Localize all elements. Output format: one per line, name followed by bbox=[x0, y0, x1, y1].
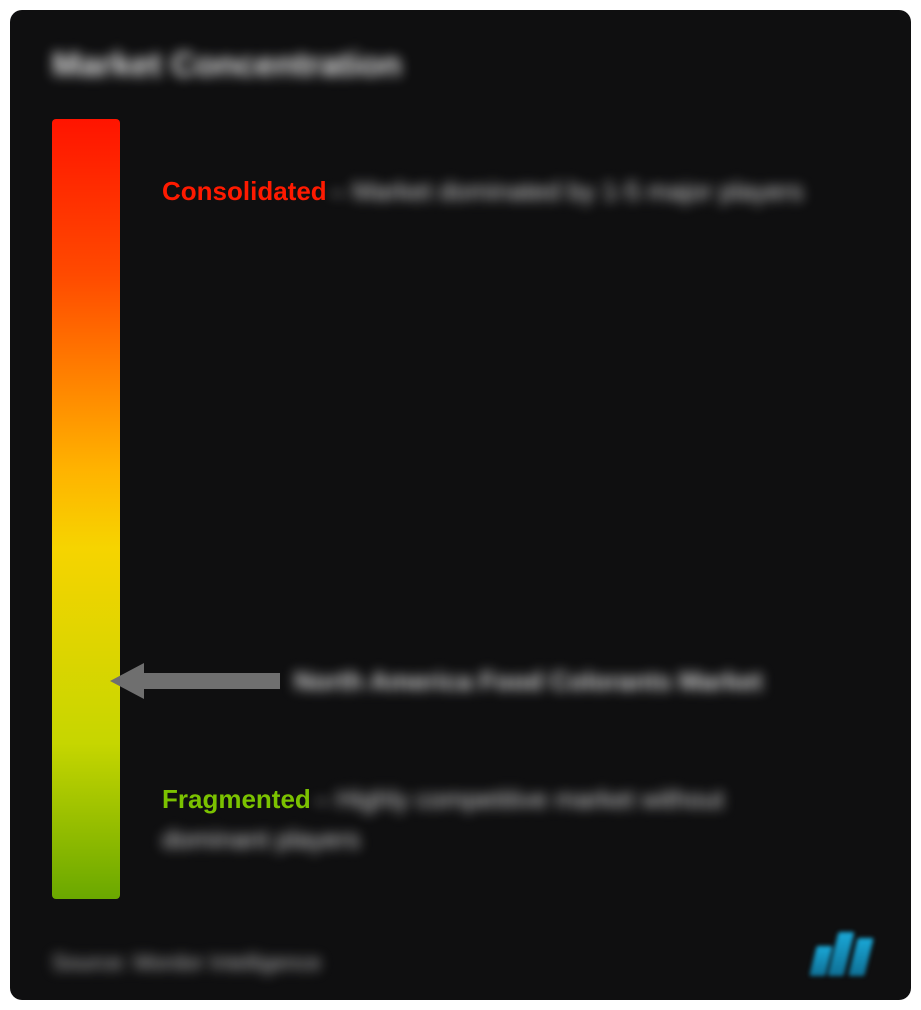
fragmented-strong: Fragmented bbox=[162, 779, 311, 819]
arrow-left-icon bbox=[110, 663, 280, 699]
footer: Source: Mordor Intelligence bbox=[52, 932, 869, 976]
fragmented-label-block: Fragmented – Highly competitive market w… bbox=[162, 779, 862, 860]
fragmented-rest-2: dominant players bbox=[162, 819, 862, 859]
source-text: Source: Mordor Intelligence bbox=[52, 950, 321, 976]
fragmented-rest-1: – Highly competitive market without bbox=[315, 779, 724, 819]
market-arrow-row: North America Food Colorants Market bbox=[110, 663, 763, 699]
market-name-label: North America Food Colorants Market bbox=[294, 666, 763, 697]
concentration-gradient-bar bbox=[52, 119, 120, 899]
brand-logo-icon bbox=[813, 932, 869, 976]
chart-title: Market Concentration bbox=[52, 46, 869, 85]
consolidated-label-block: Consolidated – Market dominated by 1-5 m… bbox=[162, 171, 803, 211]
chart-content: Consolidated – Market dominated by 1-5 m… bbox=[52, 119, 869, 919]
chart-card: Market Concentration Consolidated – Mark… bbox=[10, 10, 911, 1000]
consolidated-rest: – Market dominated by 1-5 major players bbox=[331, 171, 804, 211]
consolidated-strong: Consolidated bbox=[162, 171, 327, 211]
